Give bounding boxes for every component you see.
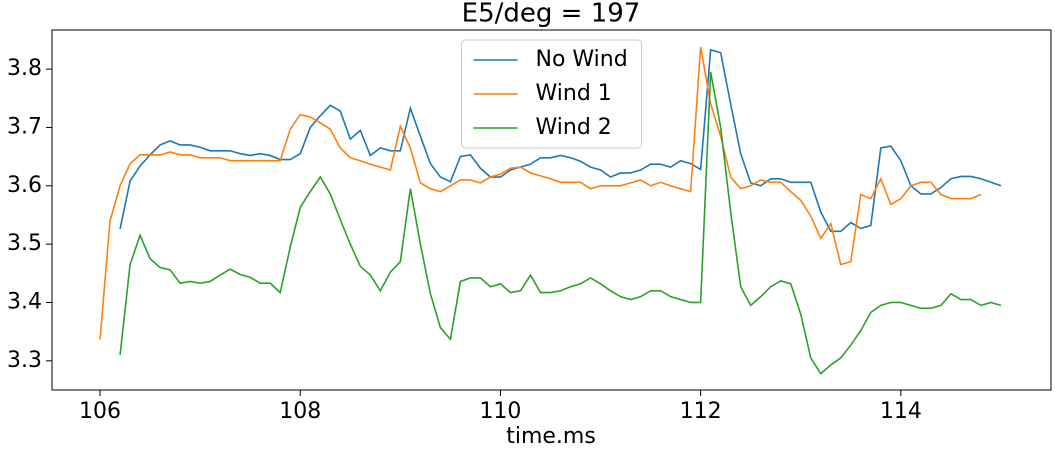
legend-label: Wind 1 [536, 81, 612, 106]
legend-label: No Wind [536, 47, 628, 72]
series-line [99, 46, 982, 340]
y-tick-label: 3.3 [7, 348, 42, 373]
legend-box [461, 39, 642, 149]
series-line [119, 48, 1002, 233]
x-tick-label: 106 [79, 399, 121, 424]
chart-title: E5/deg = 197 [462, 0, 641, 29]
x-tick-label: 114 [880, 399, 922, 424]
plot-frame [51, 29, 1052, 391]
y-tick-label: 3.4 [7, 289, 42, 314]
y-tick-label: 3.6 [7, 173, 42, 198]
y-tick-label: 3.8 [7, 56, 42, 81]
x-tick-label: 110 [479, 399, 521, 424]
x-tick-label: 108 [279, 399, 321, 424]
y-tick-label: 3.5 [7, 231, 42, 256]
x-tick-label: 112 [680, 399, 722, 424]
legend-label: Wind 2 [536, 115, 612, 140]
y-tick-label: 3.7 [7, 114, 42, 139]
x-axis-label: time.ms [506, 424, 596, 449]
series-line [119, 71, 1002, 375]
